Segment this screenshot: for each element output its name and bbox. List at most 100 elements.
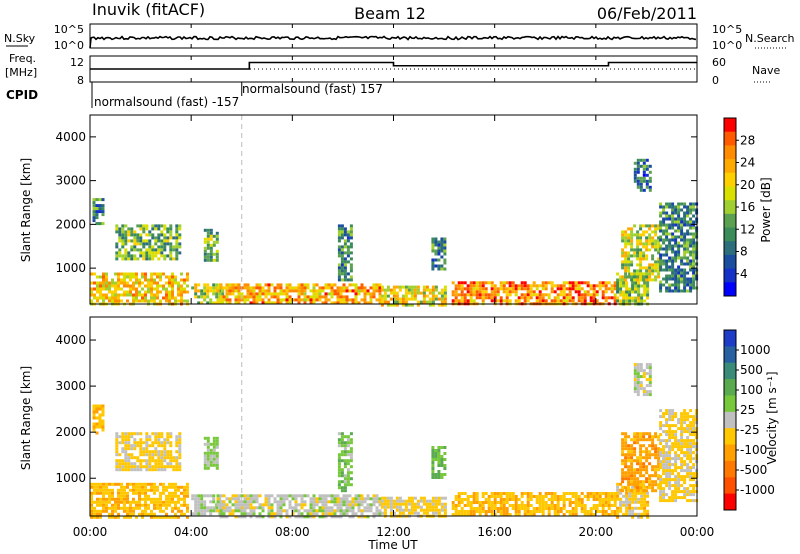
heatmap-cell bbox=[264, 500, 268, 504]
heatmap-cell bbox=[636, 375, 640, 379]
heatmap-cell bbox=[258, 512, 262, 516]
heatmap-cell bbox=[628, 287, 632, 291]
heatmap-cell bbox=[431, 458, 435, 461]
heatmap-cell bbox=[478, 284, 482, 288]
heatmap-cell bbox=[291, 509, 295, 513]
heatmap-cell bbox=[105, 491, 108, 495]
heatmap-cell bbox=[123, 488, 126, 492]
heatmap-cell bbox=[577, 299, 581, 303]
heatmap-cell bbox=[680, 418, 684, 422]
heatmap-cell bbox=[206, 252, 210, 256]
heatmap-cell bbox=[228, 512, 232, 516]
heatmap-cell bbox=[636, 182, 640, 186]
heatmap-cell bbox=[544, 284, 548, 288]
heatmap-cell bbox=[659, 244, 663, 248]
heatmap-cell bbox=[178, 441, 182, 445]
heatmap-cell bbox=[634, 512, 638, 516]
heatmap-cell bbox=[630, 248, 634, 252]
heatmap-cell bbox=[120, 272, 123, 276]
heatmap-cell bbox=[197, 509, 201, 513]
heatmap-cell bbox=[99, 497, 102, 501]
heatmap-cell bbox=[142, 245, 146, 249]
heatmap-cell bbox=[692, 241, 696, 245]
heatmap-cell bbox=[124, 236, 128, 240]
heatmap-cell bbox=[121, 230, 125, 234]
heatmap-cell bbox=[114, 509, 117, 513]
heatmap-cell bbox=[258, 298, 262, 302]
heatmap-cell bbox=[172, 257, 176, 261]
heatmap-cell bbox=[640, 293, 644, 297]
heatmap-cell bbox=[680, 466, 684, 470]
heatmap-cell bbox=[297, 512, 301, 516]
heatmap-cell bbox=[508, 495, 512, 498]
heatmap-cell bbox=[294, 298, 298, 302]
heatmap-cell bbox=[212, 494, 216, 498]
heatmap-cell bbox=[683, 418, 687, 422]
heatmap-cell bbox=[511, 504, 515, 507]
heatmap-cell bbox=[357, 497, 361, 501]
heatmap-cell bbox=[640, 494, 644, 498]
heatmap-cell bbox=[683, 244, 687, 248]
heatmap-cell bbox=[279, 494, 283, 498]
heatmap-cell bbox=[604, 287, 608, 291]
heatmap-cell bbox=[132, 293, 135, 297]
beam-title: Beam 12 bbox=[354, 4, 426, 23]
heatmap-cell bbox=[437, 496, 441, 500]
heatmap-cell bbox=[321, 494, 325, 498]
heatmap-cell bbox=[562, 504, 566, 507]
heatmap-cell bbox=[671, 472, 675, 476]
heatmap-cell bbox=[118, 462, 122, 466]
heatmap-cell bbox=[627, 239, 631, 243]
heatmap-cell bbox=[683, 217, 687, 221]
heatmap-cell bbox=[668, 457, 672, 461]
heatmap-cell bbox=[398, 505, 402, 509]
heatmap-cell bbox=[127, 465, 131, 469]
heatmap-cell bbox=[636, 239, 640, 243]
heatmap-cell bbox=[346, 236, 350, 240]
heatmap-cell bbox=[215, 231, 219, 235]
heatmap-cell bbox=[636, 438, 640, 442]
heatmap-cell bbox=[520, 281, 524, 285]
heatmap-cell bbox=[665, 475, 669, 479]
heatmap-cell bbox=[499, 495, 503, 498]
heatmap-cell bbox=[160, 435, 164, 439]
heatmap-cell bbox=[654, 444, 658, 448]
heatmap-cell bbox=[124, 224, 128, 228]
heatmap-cell bbox=[659, 223, 663, 227]
heatmap-cell bbox=[621, 447, 625, 451]
heatmap-cell bbox=[595, 504, 599, 507]
heatmap-cell bbox=[383, 297, 387, 301]
heatmap-cell bbox=[212, 442, 216, 446]
heatmap-cell bbox=[212, 301, 216, 305]
heatmap-cell bbox=[300, 515, 304, 519]
heatmap-cell bbox=[651, 269, 655, 273]
heatmap-cell bbox=[386, 505, 390, 509]
heatmap-cell bbox=[144, 491, 147, 495]
heatmap-cell bbox=[422, 297, 426, 301]
heatmap-cell bbox=[662, 481, 666, 485]
heatmap-cell bbox=[490, 299, 494, 303]
heatmap-cell bbox=[637, 293, 641, 297]
heatmap-cell bbox=[668, 448, 672, 452]
heatmap-cell bbox=[225, 292, 229, 296]
heatmap-cell bbox=[93, 515, 96, 519]
heatmap-cell bbox=[178, 245, 182, 249]
heatmap-cell bbox=[175, 251, 179, 255]
heatmap-cell bbox=[410, 496, 414, 500]
heatmap-cell bbox=[337, 230, 341, 234]
heatmap-cell bbox=[99, 491, 102, 495]
heatmap-cell bbox=[258, 286, 262, 290]
heatmap-cell bbox=[490, 492, 494, 495]
heatmap-cell bbox=[431, 476, 435, 479]
heatmap-cell bbox=[138, 290, 141, 294]
heatmap-cell bbox=[526, 284, 530, 288]
heatmap-cell bbox=[346, 462, 350, 466]
heatmap-cell bbox=[466, 501, 470, 504]
heatmap-cell bbox=[671, 496, 675, 500]
heatmap-cell bbox=[665, 418, 669, 422]
heatmap-cell bbox=[622, 500, 626, 504]
heatmap-cell bbox=[662, 223, 666, 227]
heatmap-cell bbox=[659, 433, 663, 437]
heatmap-cell bbox=[683, 256, 687, 260]
heatmap-cell bbox=[218, 497, 222, 501]
